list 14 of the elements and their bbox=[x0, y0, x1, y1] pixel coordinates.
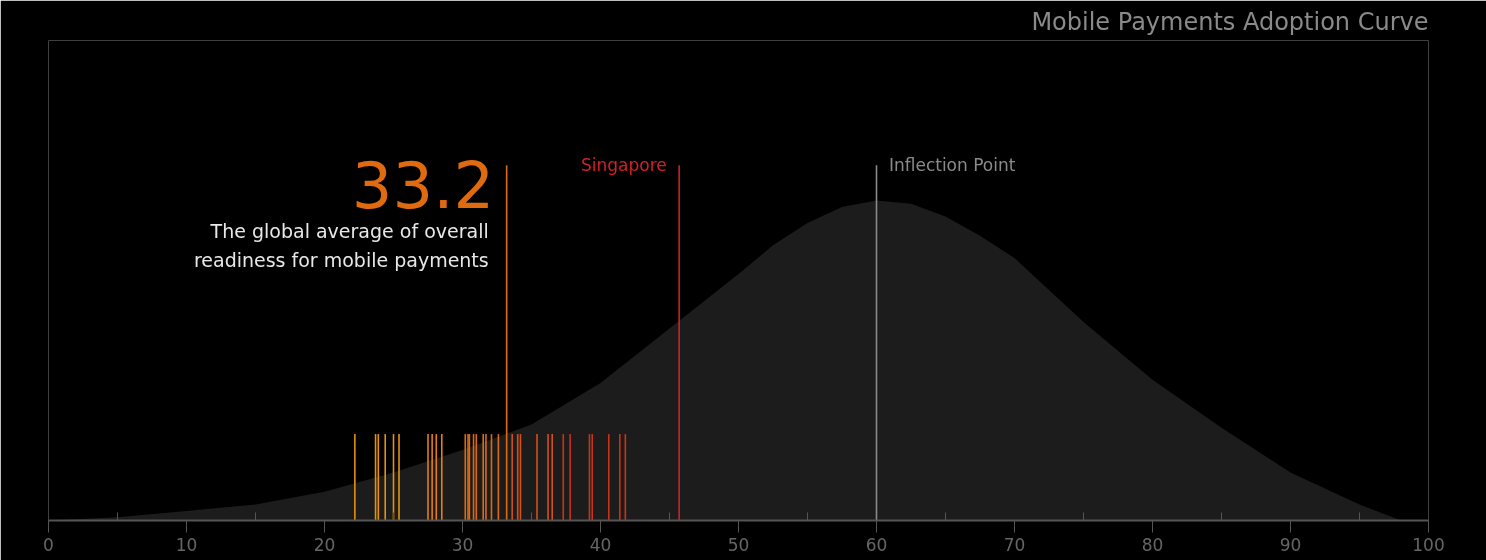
x-tick-label: 50 bbox=[727, 534, 750, 555]
ref-line-label: Inflection Point bbox=[888, 155, 1016, 176]
chart-title: Mobile Payments Adoption Curve bbox=[1031, 7, 1429, 36]
x-tick-label: 20 bbox=[313, 534, 336, 555]
x-tick-label: 70 bbox=[1003, 534, 1026, 555]
x-tick-label: 0 bbox=[43, 534, 54, 555]
x-tick-label: 10 bbox=[175, 534, 198, 555]
x-tick-label: 30 bbox=[451, 534, 474, 555]
x-tick-label: 80 bbox=[1141, 534, 1164, 555]
x-tick-label: 60 bbox=[865, 534, 888, 555]
x-tick-label: 100 bbox=[1412, 534, 1445, 555]
x-tick-label: 40 bbox=[589, 534, 612, 555]
ref-line-label: Singapore bbox=[580, 155, 667, 176]
x-tick-label: 90 bbox=[1279, 534, 1302, 555]
